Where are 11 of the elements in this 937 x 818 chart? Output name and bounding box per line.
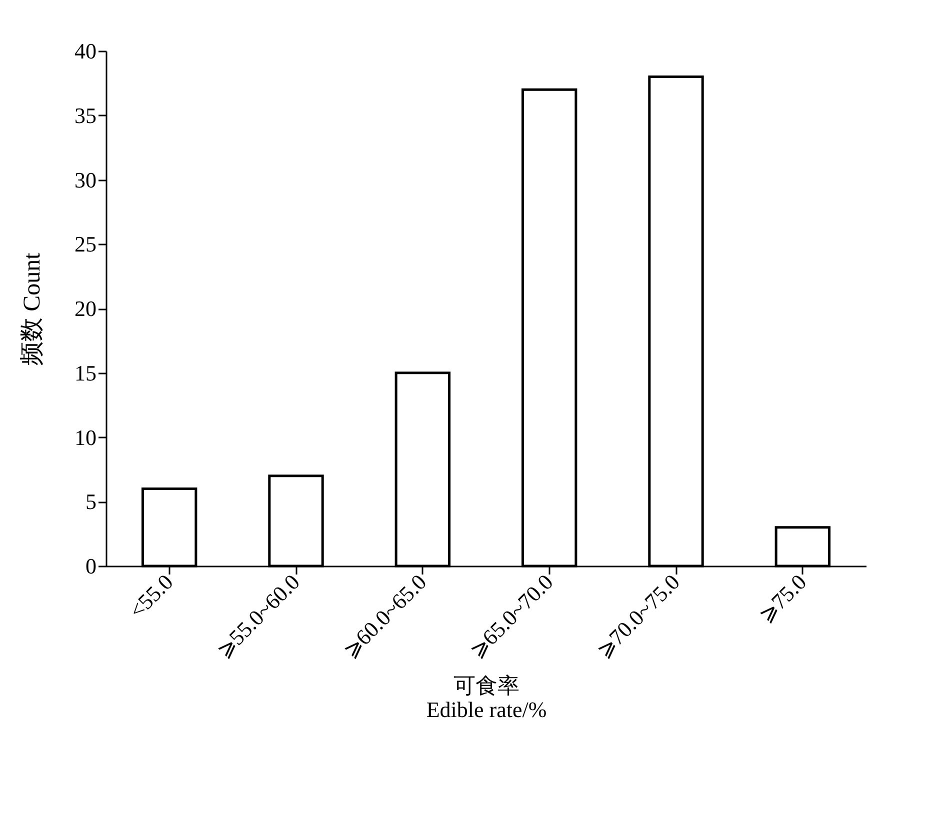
y-tick-label: 20	[74, 296, 96, 321]
y-tick-label: 15	[74, 360, 96, 386]
y-tick-label: 0	[86, 554, 96, 578]
y-tick-label: 30	[74, 167, 96, 192]
y-tick-label: 35	[74, 102, 96, 128]
y-tick-label: 10	[74, 424, 96, 450]
y-tick-label: 5	[86, 489, 96, 514]
x-axis-title: 可食率 Edible rate/%	[426, 672, 547, 722]
y-tick-label: 40	[74, 38, 96, 64]
y-axis-title: 频数 Count	[20, 252, 46, 366]
y-tick-label: 25	[74, 232, 96, 257]
